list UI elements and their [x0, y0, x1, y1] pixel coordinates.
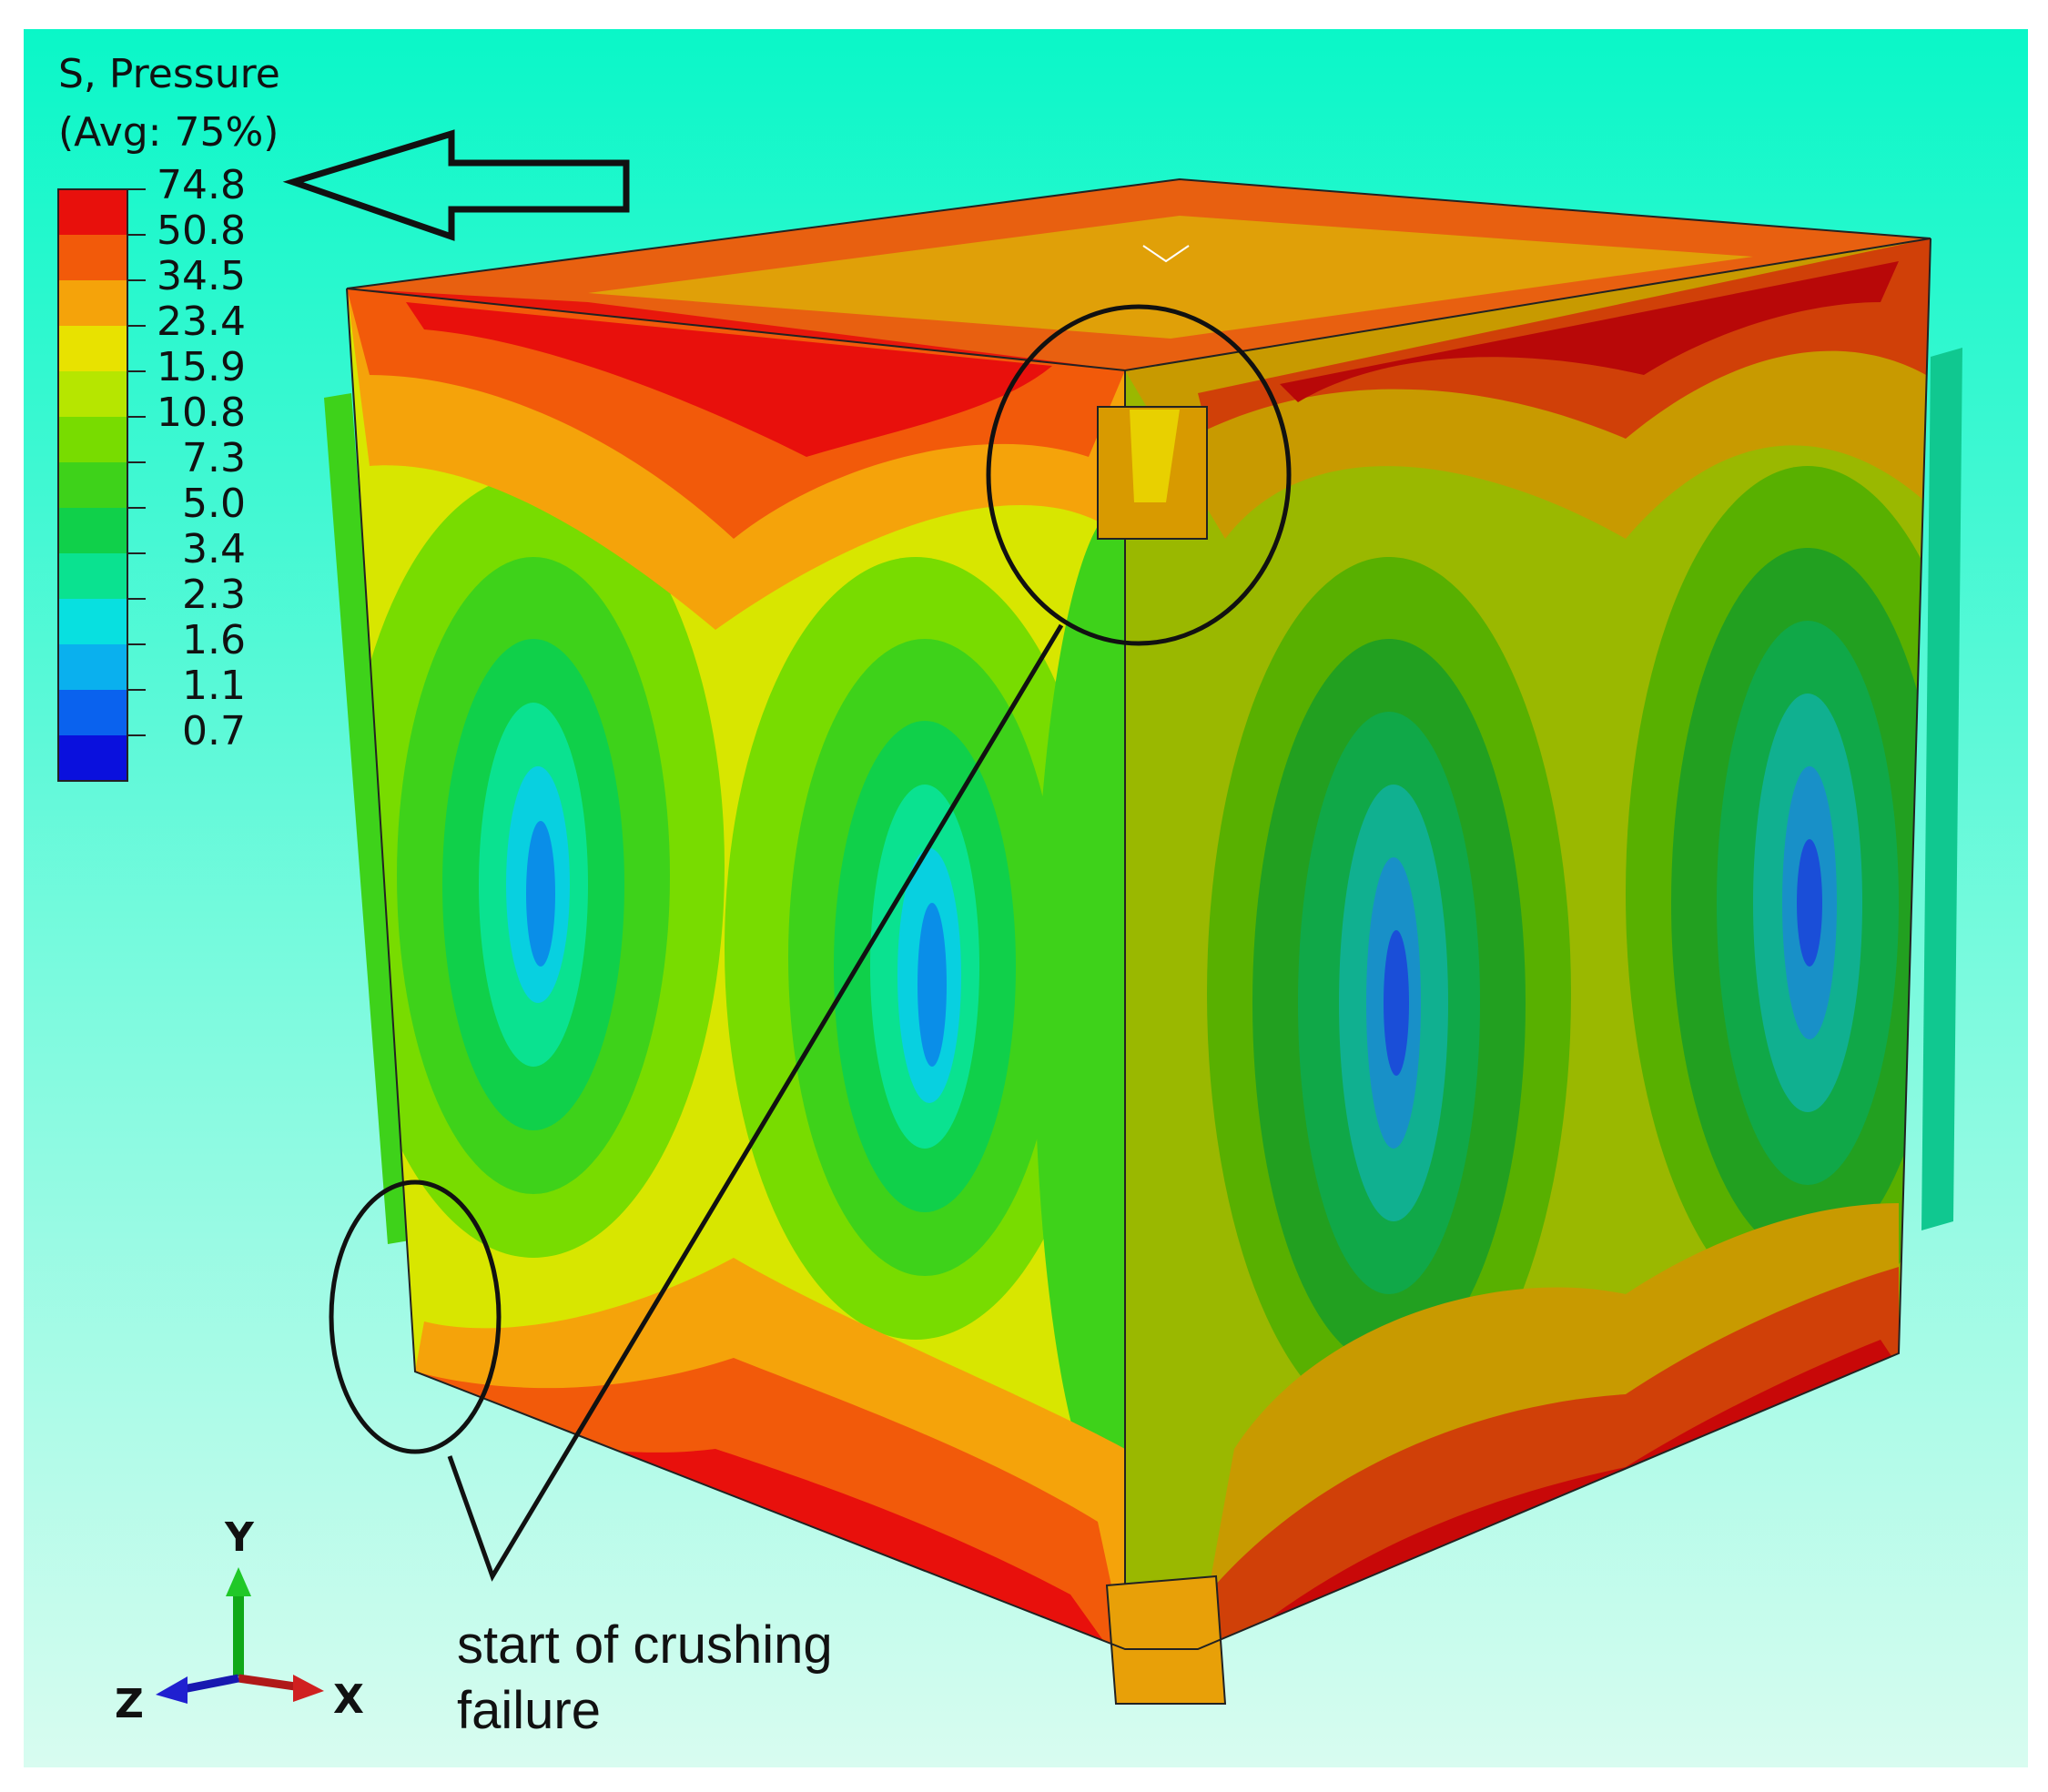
legend-band: [58, 417, 127, 462]
legend-tick-label: 2.3: [182, 572, 246, 618]
axis-y-label: Y: [225, 1514, 254, 1561]
annotation-overlay: [156, 129, 1292, 1704]
cube-contour-model: [324, 177, 1962, 1705]
legend-band: [58, 462, 127, 508]
legend-band: [58, 553, 127, 599]
legend-tick-label: 23.4: [157, 299, 246, 345]
legend-band: [58, 508, 127, 553]
leader-lines: [447, 623, 1064, 1582]
legend-band: [58, 690, 127, 735]
legend-band: [58, 599, 127, 644]
right-fin: [1921, 348, 1962, 1230]
max-value-arrow: [282, 129, 630, 241]
legend-band: [58, 326, 127, 371]
annotation-line-1: start of crushing: [457, 1615, 833, 1675]
legend-tick-label: 10.8: [157, 390, 246, 436]
left-face: [347, 289, 1125, 1649]
axis-x-label: X: [333, 1676, 364, 1723]
legend-band: [58, 189, 127, 235]
annotation-line-2: failure: [457, 1681, 601, 1740]
legend-tick-label: 1.1: [182, 663, 246, 709]
legend-band: [58, 235, 127, 280]
legend-colorbar: [57, 188, 146, 782]
legend-tick-label: 50.8: [157, 208, 246, 254]
axis-z-label: Z: [115, 1681, 144, 1727]
top-crush-circle: [986, 304, 1292, 646]
legend-tick-label: 7.3: [182, 435, 246, 481]
model-viewport[interactable]: S, Pressure (Avg: 75%) 74.8 50.8 34.5 23.4 1…: [24, 29, 2028, 1767]
legend-tick-label: 34.5: [157, 253, 246, 299]
bottom-corner-notch: [1105, 1574, 1227, 1705]
legend-tick-label: 3.4: [182, 526, 246, 572]
bottom-crush-circle: [329, 1179, 502, 1454]
legend-tick-label: 0.7: [182, 708, 246, 754]
legend-subtitle: (Avg: 75%): [58, 109, 279, 156]
legend-title: S, Pressure: [58, 51, 280, 97]
legend-tick-label: 15.9: [157, 344, 246, 390]
legend-tick-label: 74.8: [157, 162, 246, 208]
left-fin: [324, 393, 415, 1244]
legend-band: [58, 644, 127, 690]
legend-tick-label: 1.6: [182, 617, 246, 663]
legend-tick-label: 5.0: [182, 481, 246, 527]
legend-band: [58, 371, 127, 417]
legend-band: [58, 735, 127, 781]
right-face: [1125, 238, 1931, 1649]
axis-triad: [156, 1567, 324, 1704]
legend-band: [58, 280, 127, 326]
